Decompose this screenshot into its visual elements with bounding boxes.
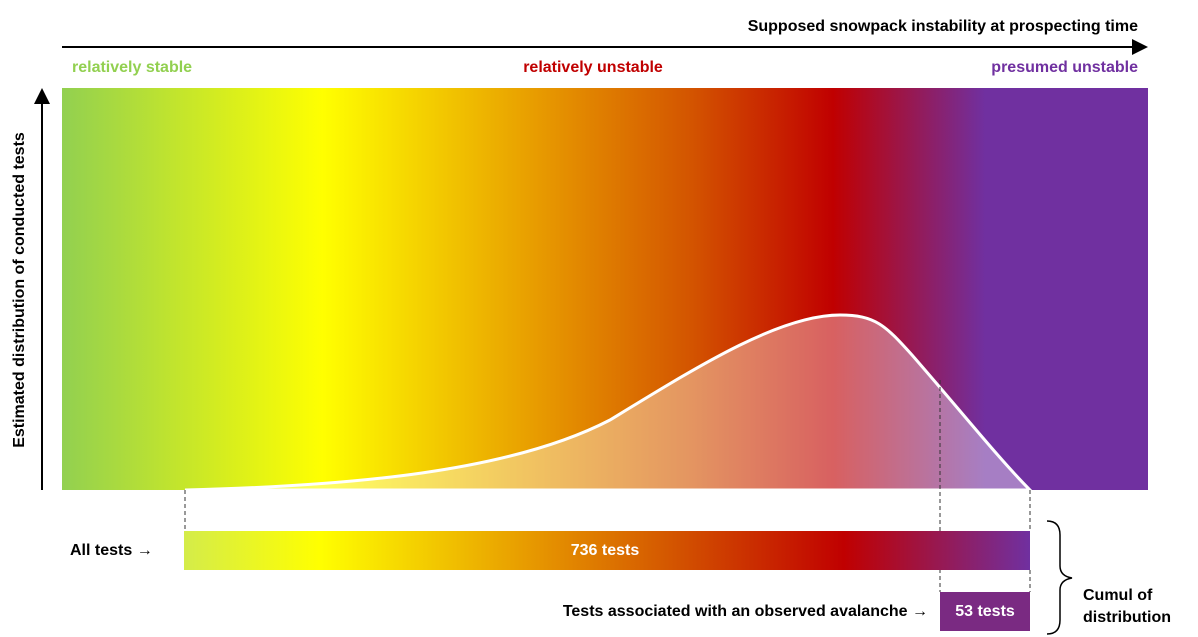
bar-label: Tests associated with an observed avalan…	[563, 603, 928, 620]
y-axis-title: Estimated distribution of conducted test…	[11, 132, 28, 448]
bar-text: 53 tests	[955, 603, 1015, 620]
bar-label: All tests →	[70, 542, 153, 559]
bar-text: 736 tests	[571, 542, 640, 559]
zone-label: presumed unstable	[991, 59, 1138, 76]
brace	[1046, 520, 1073, 635]
avalanche-bar	[940, 592, 1030, 631]
all-tests-bar	[184, 531, 1030, 570]
brace-label: Cumul of	[1083, 587, 1153, 604]
x-axis-title: Supposed snowpack instability at prospec…	[748, 18, 1138, 35]
zone-label: relatively unstable	[523, 59, 663, 76]
zone-label: relatively stable	[72, 59, 192, 76]
distribution-curve	[184, 313, 1034, 492]
brace-label: distribution	[1083, 609, 1171, 626]
